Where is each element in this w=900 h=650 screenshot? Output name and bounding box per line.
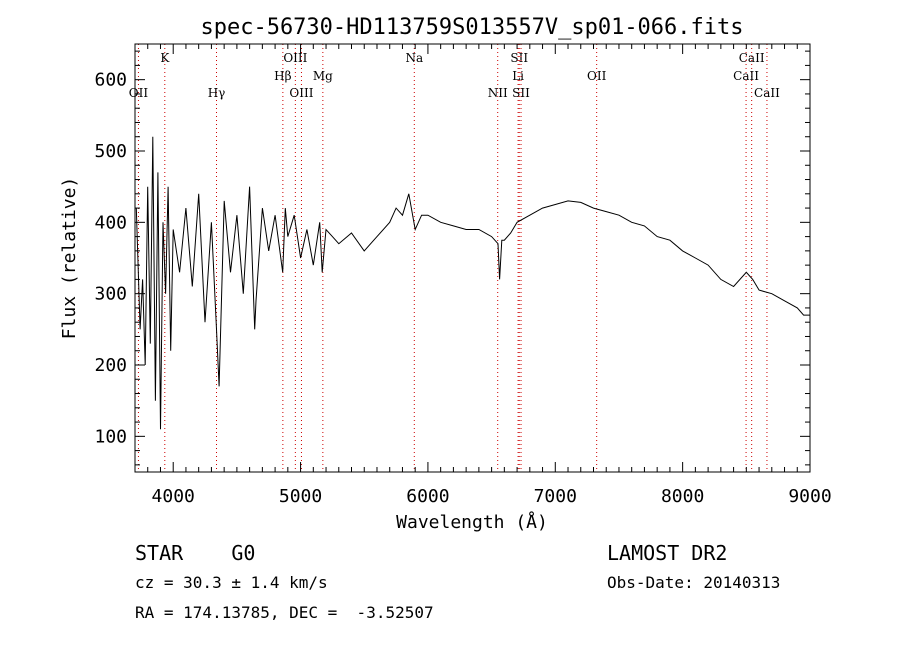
plot-frame: [134, 43, 811, 473]
marker-label: Mg: [313, 69, 333, 83]
marker-label: OIII: [289, 86, 313, 100]
marker-label: Hβ: [274, 69, 291, 83]
marker-label: Na: [405, 51, 423, 65]
x-tick-label: 8000: [661, 486, 704, 507]
marker-label: SII: [512, 86, 530, 100]
marker-label: Li: [512, 69, 524, 83]
marker-label: OIII: [283, 51, 307, 65]
y-axis-label: Flux (relative): [59, 177, 80, 340]
coordinates: RA = 174.13785, DEC = -3.52507: [135, 603, 434, 622]
x-tick-label: 7000: [534, 486, 577, 507]
x-tick-label: 5000: [279, 486, 322, 507]
spectrum-line: [135, 136, 810, 430]
marker-label: CaII: [733, 69, 759, 83]
x-tick-label: 6000: [406, 486, 449, 507]
observation-date: Obs-Date: 20140313: [607, 573, 781, 592]
marker-label: Hγ: [208, 86, 226, 100]
y-tick-label: 500: [94, 141, 127, 162]
x-axis-label: Wavelength (Å): [396, 511, 548, 533]
x-tick-label: 4000: [152, 486, 195, 507]
chart-title: spec-56730-HD113759S013557V_sp01-066.fit…: [200, 15, 743, 40]
marker-label: NII: [488, 86, 508, 100]
y-tick-label: 200: [94, 355, 127, 376]
y-tick-label: 100: [94, 426, 127, 447]
survey-name: LAMOST DR2: [607, 541, 728, 565]
marker-label: OII: [129, 86, 149, 100]
marker-label: CaII: [754, 86, 780, 100]
marker-label: CaII: [739, 51, 765, 65]
marker-label: OII: [587, 69, 607, 83]
y-axis: 100 200 300 400 500 600: [94, 50, 810, 466]
emission-line-markers: OIIKHγHβOIIIOIIIMgNaNIISIILiSIIOIICaIICa…: [129, 44, 780, 472]
y-tick-label: 600: [94, 70, 127, 91]
y-tick-label: 300: [94, 284, 127, 305]
marker-label: SII: [510, 51, 528, 65]
x-axis: 4000 5000 6000 7000 8000 9000: [134, 44, 832, 507]
marker-label: K: [160, 51, 170, 65]
spectral-class: STAR G0: [135, 541, 256, 565]
redshift-cz: cz = 30.3 ± 1.4 km/s: [135, 573, 328, 592]
x-tick-label: 9000: [788, 486, 831, 507]
y-tick-label: 400: [94, 212, 127, 233]
